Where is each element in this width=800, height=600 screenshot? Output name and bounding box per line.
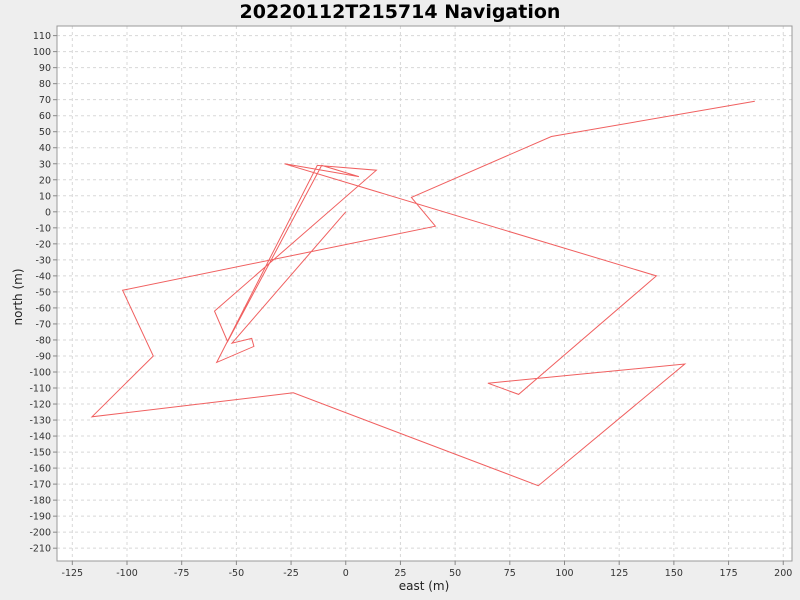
ticks: -125 -100 -75 -50 -25 0 25 50 75 100 125 150 175 2001… (29, 31, 792, 579)
y-tick-label: -180 (29, 496, 51, 507)
grid (57, 26, 792, 561)
plot-frame (56, 25, 793, 562)
chart-title: 20220112T215714 Navigation (240, 1, 561, 23)
y-tick-label: -210 (29, 544, 51, 555)
y-tick-label: -80 (35, 335, 51, 346)
y-tick-label: -160 (29, 464, 51, 475)
y-tick-label: -110 (29, 384, 51, 395)
y-tick-label: -170 (29, 480, 51, 491)
y-tick-label: -200 (29, 528, 51, 539)
y-tick-label: -30 (35, 255, 51, 266)
y-tick-label: 100 (33, 47, 51, 58)
y-tick-label: -100 (29, 367, 51, 378)
x-tick-label: 150 (665, 568, 683, 579)
y-axis-label: north (m) (11, 268, 25, 325)
x-tick-label: -100 (116, 568, 138, 579)
y-tick-label: -70 (35, 319, 51, 330)
y-tick-label: 20 (39, 175, 51, 186)
y-tick-label: -120 (29, 400, 51, 411)
navigation-track-line (90, 100, 755, 487)
y-tick-label: 110 (33, 31, 51, 42)
y-tick-label: 50 (39, 127, 51, 138)
series-layer (90, 100, 755, 487)
x-tick-label: 175 (719, 568, 737, 579)
y-tick-label: 40 (39, 143, 51, 154)
y-tick-label: 80 (39, 79, 51, 90)
x-tick-label: 75 (504, 568, 516, 579)
x-tick-label: -25 (283, 568, 299, 579)
x-tick-label: -125 (62, 568, 84, 579)
x-axis-label: east (m) (399, 579, 450, 593)
x-tick-label: -75 (174, 568, 190, 579)
y-tick-label: -20 (35, 239, 51, 250)
x-tick-label: 200 (774, 568, 792, 579)
y-tick-label: -60 (35, 303, 51, 314)
x-tick-label: 100 (555, 568, 573, 579)
x-tick-label: 50 (449, 568, 461, 579)
y-tick-label: 90 (39, 63, 51, 74)
y-tick-label: -90 (35, 351, 51, 362)
x-tick-label: 125 (610, 568, 628, 579)
y-tick-label: -190 (29, 512, 51, 523)
x-tick-label: -50 (229, 568, 245, 579)
y-tick-label: 0 (45, 207, 51, 218)
y-tick-label: -40 (35, 271, 51, 282)
plot-background (57, 26, 792, 561)
y-tick-label: -130 (29, 416, 51, 427)
y-tick-label: -140 (29, 432, 51, 443)
y-tick-label: -50 (35, 287, 51, 298)
y-tick-label: 30 (39, 159, 51, 170)
y-tick-label: -150 (29, 448, 51, 459)
x-tick-label: 25 (394, 568, 406, 579)
y-tick-label: 60 (39, 111, 51, 122)
y-tick-label: 10 (39, 191, 51, 202)
y-tick-label: 70 (39, 95, 51, 106)
x-tick-label: 0 (343, 568, 349, 579)
y-tick-label: -10 (35, 223, 51, 234)
